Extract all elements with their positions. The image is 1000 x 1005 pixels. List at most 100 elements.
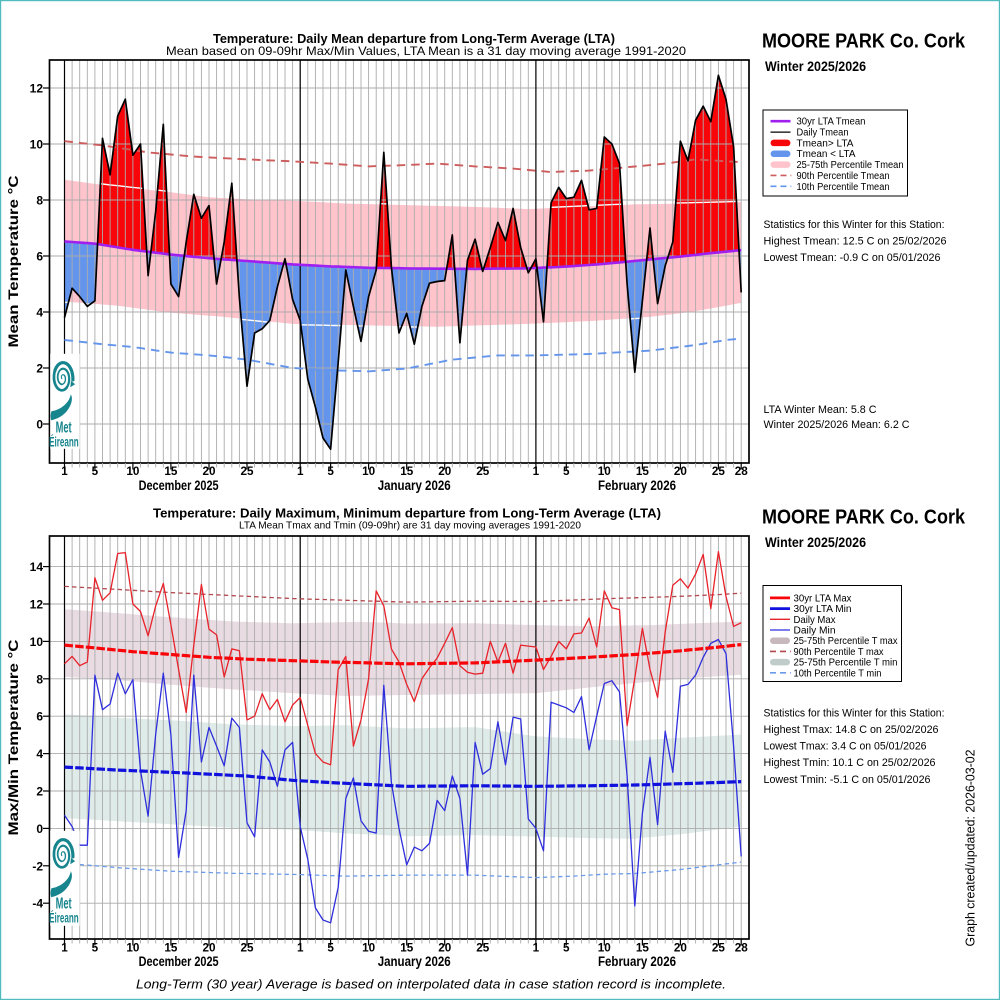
svg-text:10th Percentile Tmean: 10th Percentile Tmean [797,182,890,193]
svg-text:Éireann: Éireann [49,434,79,450]
svg-text:MOORE PARK Co. Cork: MOORE PARK Co. Cork [762,507,966,529]
svg-text:15: 15 [164,465,178,478]
svg-text:2: 2 [36,785,43,799]
svg-text:2: 2 [36,362,43,376]
svg-text:20: 20 [438,465,452,478]
svg-text:Highest Tmin: 10.1 C on 25/02/: Highest Tmin: 10.1 C on 25/02/2026 [764,757,936,769]
svg-text:20: 20 [674,465,688,478]
svg-text:Lowest Tmax: 3.4 C on 05/01/20: Lowest Tmax: 3.4 C on 05/01/2026 [764,741,927,753]
svg-text:12: 12 [30,82,44,96]
svg-text:28: 28 [735,465,749,478]
svg-text:15: 15 [636,941,650,954]
svg-text:5: 5 [92,465,99,478]
svg-text:Mean based on 09-09hr Max/Min: Mean based on 09-09hr Max/Min Values, LT… [166,44,686,58]
svg-text:Winter 2025/2026 Mean: 6.2 C: Winter 2025/2026 Mean: 6.2 C [764,419,910,431]
svg-text:25: 25 [240,465,254,478]
svg-text:1: 1 [297,941,304,954]
svg-text:MOORE PARK Co. Cork: MOORE PARK Co. Cork [762,31,966,53]
svg-text:25-75th Percentile T min: 25-75th Percentile T min [794,658,898,669]
svg-text:8: 8 [36,194,43,208]
svg-text:15: 15 [400,941,414,954]
svg-text:-4: -4 [32,897,43,911]
svg-text:15: 15 [164,941,178,954]
svg-text:Daily Min: Daily Min [794,626,836,637]
svg-text:LTA Winter Mean: 5.8 C: LTA Winter Mean: 5.8 C [764,404,877,416]
svg-text:0: 0 [36,822,43,836]
svg-text:December 2025: December 2025 [139,954,219,969]
svg-text:30yr LTA Tmean: 30yr LTA Tmean [797,117,866,128]
svg-text:Met: Met [56,419,72,436]
svg-text:December 2025: December 2025 [139,478,219,493]
svg-text:Winter 2025/2026: Winter 2025/2026 [765,534,866,550]
svg-text:-2: -2 [32,859,43,873]
svg-text:25-75th Percentile T max: 25-75th Percentile T max [794,636,898,647]
svg-text:Mean Temperature °C: Mean Temperature °C [6,175,21,347]
svg-text:January 2026: January 2026 [378,478,451,493]
svg-text:10: 10 [126,941,140,954]
svg-text:Graph created/updated: 2026-0: Graph created/updated: 2026-03-02 [964,749,978,946]
svg-text:February 2026: February 2026 [598,478,676,493]
svg-text:LTA Mean Tmax and Tmin (09-09h: LTA Mean Tmax and Tmin (09-09hr) are 31 … [239,520,581,532]
svg-text:Éireann: Éireann [49,910,79,926]
svg-text:20: 20 [202,941,216,954]
svg-text:Met: Met [56,896,72,913]
svg-text:20: 20 [674,941,688,954]
svg-text:Lowest Tmin: -5.1 C on 05/01/2: Lowest Tmin: -5.1 C on 05/01/2026 [764,774,931,786]
svg-text:5: 5 [327,465,334,478]
svg-text:January 2026: January 2026 [378,954,451,969]
svg-text:30yr LTA Min: 30yr LTA Min [794,604,852,615]
svg-text:14: 14 [30,560,44,574]
svg-text:25: 25 [476,941,490,954]
svg-text:1: 1 [533,941,540,954]
svg-text:Daily Tmean: Daily Tmean [797,128,849,139]
svg-text:1: 1 [297,465,304,478]
svg-text:10: 10 [362,941,376,954]
svg-text:Statistics for this Winter for: Statistics for this Winter for this Stat… [764,708,945,720]
svg-text:Highest Tmax: 14.8 C on 25/02/: Highest Tmax: 14.8 C on 25/02/2026 [764,724,939,736]
svg-text:Temperature: Daily Maximum, Mi: Temperature: Daily Maximum, Minimum depa… [153,506,661,521]
svg-text:30yr LTA Max: 30yr LTA Max [794,593,852,604]
svg-text:Highest Tmean: 12.5 C on 25/02: Highest Tmean: 12.5 C on 25/02/2026 [764,236,947,248]
svg-text:25: 25 [240,941,254,954]
svg-text:10th Percentile T min: 10th Percentile T min [794,668,882,679]
svg-text:4: 4 [36,747,43,761]
svg-text:Long-Term (30 year) Average is: Long-Term (30 year) Average is based on … [136,977,726,992]
svg-text:0: 0 [36,418,43,432]
svg-text:Statistics for this Winter for: Statistics for this Winter for this Stat… [764,219,945,231]
svg-text:90th Percentile T max: 90th Percentile T max [794,647,884,658]
svg-text:90th Percentile Tmean: 90th Percentile Tmean [797,171,890,182]
svg-text:25-75th Percentile Tmean: 25-75th Percentile Tmean [797,160,904,171]
svg-text:1: 1 [61,941,68,954]
svg-text:Daily Max: Daily Max [794,615,836,626]
svg-text:12: 12 [30,598,44,612]
svg-text:25: 25 [712,465,726,478]
svg-text:20: 20 [202,465,216,478]
svg-text:1: 1 [61,465,68,478]
svg-text:Tmean < LTA: Tmean < LTA [797,149,856,160]
svg-text:Lowest Tmean: -0.9 C on 05/01/: Lowest Tmean: -0.9 C on 05/01/2026 [764,252,941,264]
svg-text:Temperature: Daily Mean depart: Temperature: Daily Mean departure from L… [213,31,615,46]
svg-text:5: 5 [563,941,570,954]
svg-text:10: 10 [30,138,44,152]
svg-text:25: 25 [476,465,490,478]
svg-text:4: 4 [36,306,43,320]
svg-text:10: 10 [126,465,140,478]
svg-text:28: 28 [735,941,749,954]
svg-text:1: 1 [533,465,540,478]
svg-text:10: 10 [598,465,612,478]
svg-text:15: 15 [636,465,650,478]
svg-text:25: 25 [712,941,726,954]
svg-text:5: 5 [92,941,99,954]
svg-text:6: 6 [36,250,43,264]
svg-text:10: 10 [362,465,376,478]
svg-text:8: 8 [36,672,43,686]
svg-text:15: 15 [400,465,414,478]
svg-text:10: 10 [598,941,612,954]
svg-text:Tmean> LTA: Tmean> LTA [797,138,854,149]
svg-text:February 2026: February 2026 [598,954,676,969]
svg-text:5: 5 [563,465,570,478]
svg-text:6: 6 [36,710,43,724]
svg-text:20: 20 [438,941,452,954]
svg-text:5: 5 [327,941,334,954]
svg-text:10: 10 [30,635,44,649]
